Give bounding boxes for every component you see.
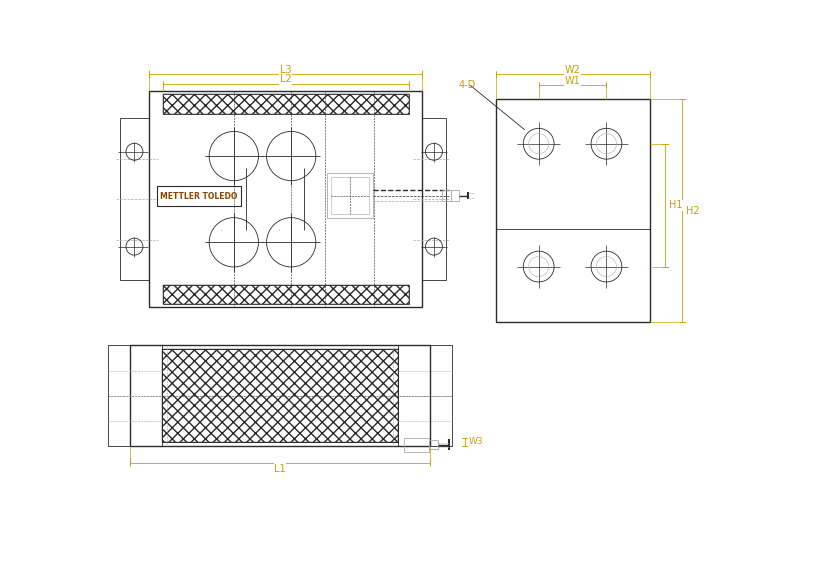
Bar [163, 94, 408, 114]
Bar [156, 186, 241, 207]
Text: L3: L3 [279, 65, 291, 75]
Text: W3: W3 [468, 437, 482, 446]
Bar [149, 92, 422, 307]
Bar [120, 118, 149, 280]
Text: L1: L1 [274, 464, 285, 473]
Bar [451, 190, 458, 201]
Bar [130, 345, 430, 446]
Bar [326, 174, 373, 218]
Text: W2: W2 [564, 65, 580, 75]
Bar [278, 168, 303, 230]
Text: W1: W1 [564, 76, 579, 85]
Bar [430, 345, 451, 446]
Bar [162, 349, 397, 442]
Text: H1: H1 [668, 200, 681, 210]
Bar [163, 94, 408, 114]
Bar [162, 349, 397, 442]
Text: 4-D: 4-D [458, 80, 476, 90]
Bar [428, 440, 437, 450]
Bar [404, 438, 428, 452]
Text: H2: H2 [685, 206, 699, 216]
Bar [330, 177, 369, 214]
Bar [441, 190, 451, 201]
Bar [108, 345, 130, 446]
Bar [163, 284, 408, 304]
Text: METTLER TOLEDO: METTLER TOLEDO [161, 192, 237, 201]
Bar [163, 284, 408, 304]
Bar [222, 168, 246, 230]
Bar [422, 118, 445, 280]
Text: L2: L2 [279, 74, 291, 84]
Bar [162, 349, 397, 442]
Bar [495, 99, 649, 323]
